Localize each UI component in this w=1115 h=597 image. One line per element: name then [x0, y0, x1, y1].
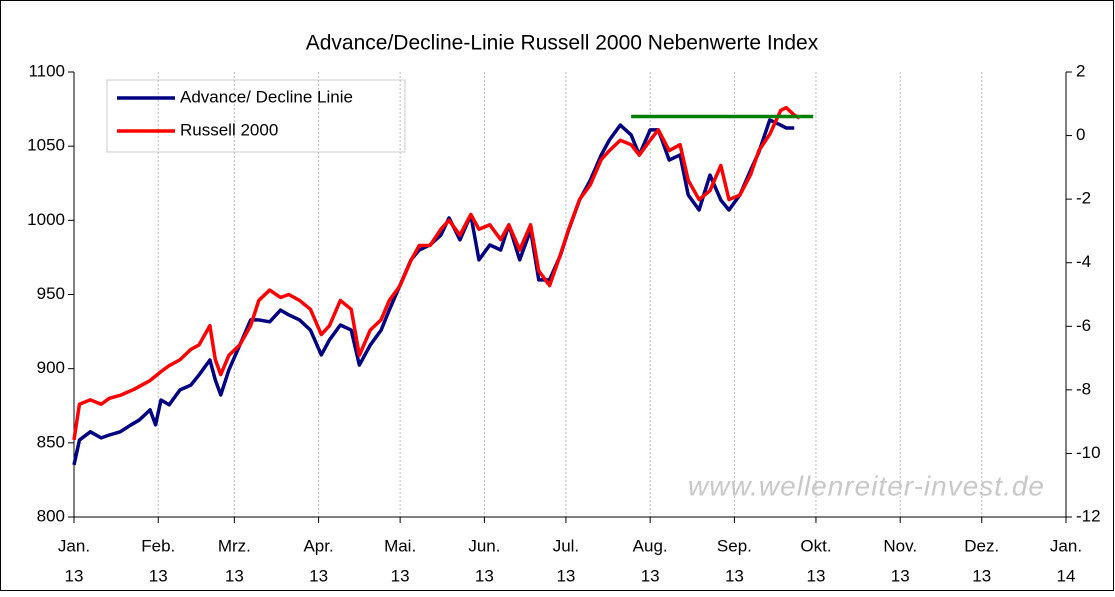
x-tick-label: 13 — [149, 566, 168, 585]
x-tick-label: Jun. — [468, 536, 500, 555]
legend-label: Advance/ Decline Linie — [180, 87, 353, 106]
legend — [106, 79, 406, 153]
x-tick-label: 13 — [391, 566, 410, 585]
x-tick-label: 13 — [556, 566, 575, 585]
x-tick-label: Jul. — [553, 536, 579, 555]
x-tick-label: Jan. — [1050, 536, 1082, 555]
y-tick-label: 800 — [37, 506, 65, 525]
y-tick-label: 850 — [37, 432, 65, 451]
x-tick-label: Dez. — [964, 536, 999, 555]
y2-tick-label: -8 — [1076, 379, 1091, 398]
chart-title: Advance/Decline-Linie Russell 2000 Neben… — [306, 32, 819, 55]
y-tick-label: 900 — [37, 358, 65, 377]
x-tick-label: Aug. — [633, 536, 668, 555]
x-tick-label: 13 — [807, 566, 826, 585]
y2-tick-label: 2 — [1076, 61, 1085, 80]
x-tick-label: 13 — [725, 566, 744, 585]
watermark: www.wellenreiter-invest.de — [688, 470, 1045, 501]
x-tick-label: 13 — [891, 566, 910, 585]
x-tick-label: 13 — [972, 566, 991, 585]
y2-tick-label: -2 — [1076, 189, 1091, 208]
x-tick-label: 13 — [225, 566, 244, 585]
y-tick-label: 1050 — [27, 136, 65, 155]
x-tick-label: Okt. — [800, 536, 831, 555]
y-tick-label: 1000 — [27, 210, 65, 229]
x-tick-label: Nov. — [883, 536, 917, 555]
series-line — [72, 105, 801, 441]
y-tick-label: 950 — [37, 284, 65, 303]
y-tick-label: 1100 — [28, 61, 65, 80]
x-tick-label: 13 — [309, 566, 328, 585]
x-tick-label: Sep. — [717, 536, 752, 555]
x-tick-label: 14 — [1057, 566, 1076, 585]
y2-tick-label: -6 — [1076, 316, 1091, 335]
x-tick-label: Feb. — [141, 536, 175, 555]
x-tick-label: Jan. — [58, 536, 90, 555]
series-line — [72, 118, 795, 466]
y2-tick-label: -12 — [1076, 506, 1101, 525]
legend-label: Russell 2000 — [180, 120, 278, 139]
x-tick-label: Mrz. — [218, 536, 251, 555]
y2-tick-label: 0 — [1076, 125, 1085, 144]
x-tick-label: 13 — [641, 566, 660, 585]
x-tick-label: 13 — [475, 566, 494, 585]
x-tick-label: Apr. — [303, 536, 333, 555]
x-tick-label: 13 — [65, 566, 84, 585]
y2-tick-label: -4 — [1076, 252, 1091, 271]
y2-tick-label: -10 — [1076, 443, 1101, 462]
x-tick-label: Mai. — [384, 536, 416, 555]
